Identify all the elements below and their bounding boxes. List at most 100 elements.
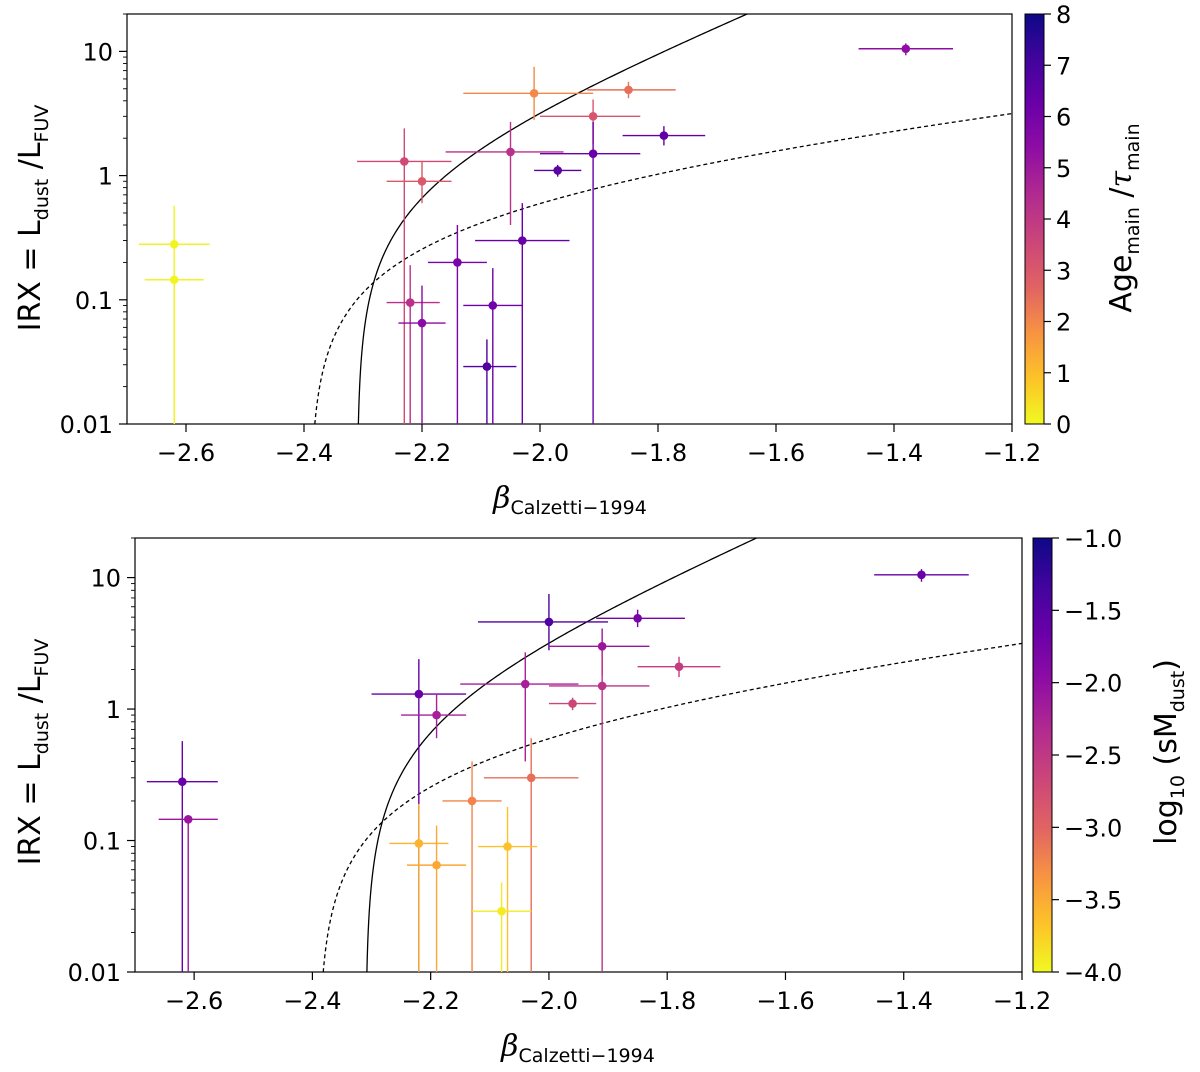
colorbar-tick-label: 8	[1056, 1, 1071, 29]
colorbar-label: log10 (sMdust)	[1149, 659, 1189, 845]
data-marker	[453, 258, 462, 267]
data-marker	[414, 689, 424, 699]
x-tick-label: −1.8	[629, 439, 687, 467]
data-marker	[553, 166, 562, 175]
data-point	[534, 164, 582, 177]
data-marker	[405, 298, 415, 307]
y-tick-label: 0.1	[75, 287, 113, 315]
data-layer	[138, 14, 1012, 424]
data-marker	[901, 44, 911, 54]
plot-area-frame	[126, 13, 1013, 425]
data-point	[463, 339, 517, 424]
data-marker	[178, 777, 187, 787]
colorbar-tick-label: −3.5	[1064, 887, 1122, 915]
data-point	[144, 275, 204, 424]
x-tick-label: −1.6	[747, 439, 805, 467]
data-marker	[414, 839, 424, 848]
data-point	[386, 265, 440, 424]
data-point	[463, 268, 523, 424]
x-axis-title: βCalzetti−1994	[500, 1029, 655, 1067]
data-point	[401, 694, 467, 739]
data-point	[548, 652, 650, 972]
data-marker	[597, 681, 607, 691]
data-point	[540, 122, 641, 424]
relation-curves	[322, 538, 1022, 972]
x-tick-label: −1.6	[756, 987, 814, 1015]
data-marker	[467, 796, 477, 806]
colorbar-tick-label: 2	[1056, 309, 1071, 337]
x-axis: −2.6 −2.4 −2.2 −2.0 −1.8 −1.6 −1.4 −1.2	[157, 424, 1041, 467]
dashed-relation-curve	[314, 112, 1012, 424]
data-marker	[169, 239, 179, 249]
x-tick-label: −2.4	[275, 439, 333, 467]
data-point	[460, 652, 579, 762]
data-marker	[497, 906, 506, 916]
colorbar-gradient	[1024, 13, 1045, 425]
colorbar-ticks: 0 1 2 3 4 5 6 7 8	[1044, 1, 1071, 439]
x-tick-label: −1.2	[983, 439, 1041, 467]
colorbar-tick-label: 4	[1056, 206, 1071, 234]
x-tick-label: −2.6	[157, 439, 215, 467]
solid-relation-curve	[366, 538, 759, 972]
colorbar: −4.0 −3.5 −3.0 −2.5 −2.0 −1.5 −1.0 log10 (sMdu…	[1032, 525, 1189, 987]
colorbar-tick-label: −3.0	[1064, 814, 1122, 842]
x-tick-label: −2.2	[402, 987, 460, 1015]
data-marker	[520, 679, 530, 689]
data-marker	[624, 85, 633, 95]
data-marker	[503, 842, 512, 851]
dashed-relation-curve	[322, 642, 1022, 972]
chart-panel-top: −2.6 −2.4 −2.2 −2.0 −1.8 −1.6 −1.4 −1.2 0.01 0.1…	[13, 1, 1144, 519]
y-axis-title: IRX = Ldust /LFUV	[13, 105, 53, 332]
plot-area-frame	[134, 537, 1023, 973]
y-axis: 0.01 0.1 1 10	[68, 537, 135, 987]
data-marker	[482, 362, 492, 371]
data-point	[445, 122, 564, 226]
data-marker	[544, 617, 554, 627]
data-marker	[506, 147, 515, 157]
y-tick-label: 10	[82, 38, 113, 66]
y-tick-label: 0.01	[60, 411, 113, 439]
data-marker	[674, 662, 684, 671]
x-tick-label: −2.6	[165, 987, 223, 1015]
data-point	[475, 203, 570, 424]
data-marker	[633, 614, 642, 623]
data-marker	[588, 112, 598, 121]
data-point	[442, 761, 502, 972]
data-marker	[417, 176, 427, 186]
x-tick-label: −1.8	[638, 987, 696, 1015]
colorbar-tick-label: −1.5	[1064, 597, 1122, 625]
x-axis: −2.6 −2.4 −2.2 −2.0 −1.8 −1.6 −1.4 −1.2	[165, 972, 1051, 1015]
y-axis-title: IRX = Ldust /LFUV	[13, 639, 53, 866]
y-tick-label: 0.01	[68, 959, 121, 987]
data-points	[138, 43, 953, 424]
colorbar-tick-label: 5	[1056, 155, 1071, 183]
data-point	[622, 126, 706, 146]
relation-curves	[314, 14, 1012, 424]
data-marker	[917, 570, 926, 580]
y-tick-label: 0.1	[83, 828, 121, 856]
data-marker	[597, 642, 607, 651]
data-point	[858, 43, 953, 56]
data-point	[407, 825, 467, 972]
colorbar-gradient	[1032, 537, 1053, 973]
data-marker	[526, 773, 536, 783]
x-tick-label: −1.2	[993, 987, 1051, 1015]
data-marker	[568, 699, 577, 708]
y-tick-label: 10	[90, 565, 121, 593]
y-tick-label: 1	[106, 696, 121, 724]
x-tick-label: −1.4	[865, 439, 923, 467]
data-marker	[183, 815, 193, 824]
data-marker	[529, 88, 539, 98]
data-marker	[432, 860, 441, 870]
y-tick-label: 1	[98, 163, 113, 191]
colorbar-tick-label: 3	[1056, 257, 1071, 285]
x-tick-label: −2.0	[520, 987, 578, 1015]
data-marker	[659, 131, 669, 140]
data-point	[146, 741, 218, 972]
data-point	[548, 697, 597, 711]
colorbar-tick-label: 1	[1056, 360, 1071, 388]
data-marker	[488, 301, 498, 310]
x-tick-label: −2.0	[511, 439, 569, 467]
data-point	[596, 609, 685, 628]
